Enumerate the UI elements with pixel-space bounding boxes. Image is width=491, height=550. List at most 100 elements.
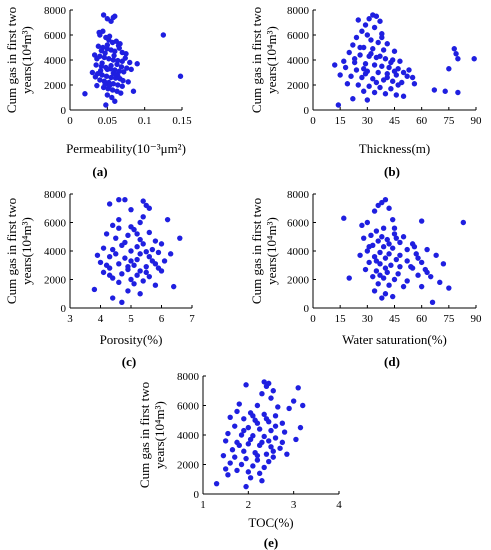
scatter-point <box>397 239 403 246</box>
scatter-point <box>158 241 165 247</box>
scatter-point <box>127 59 133 66</box>
scatter-point <box>100 245 107 251</box>
scatter-point <box>99 72 105 78</box>
scatter-point <box>424 269 430 276</box>
scatter-point <box>408 263 414 270</box>
y-axis-label: Cum gas in first twoyears(10⁴m³) <box>4 7 34 113</box>
scatter-point <box>368 51 374 57</box>
scatter-point <box>455 89 461 96</box>
scatter-point <box>250 413 256 419</box>
scatter-point <box>379 34 385 41</box>
x-tick-label: 90 <box>471 115 483 127</box>
scatter-point <box>384 41 390 47</box>
scatter-point <box>370 273 376 280</box>
x-tick-label: 0.05 <box>98 115 118 127</box>
scatter-point <box>104 66 111 73</box>
scatter-point <box>143 249 149 255</box>
scatter-point <box>406 67 412 73</box>
scatter-point <box>362 266 369 273</box>
scatter-point <box>335 102 342 108</box>
scatter-point <box>122 255 128 261</box>
scatter-point <box>371 288 378 294</box>
x-tick-label: 90 <box>471 313 483 325</box>
scatter-point <box>245 469 252 475</box>
scatter-point <box>379 295 385 301</box>
scatter-point <box>357 252 363 258</box>
scatter-point <box>366 16 372 22</box>
scatter-point <box>134 272 140 278</box>
scatter-point <box>362 71 369 77</box>
scatter-point <box>266 438 272 444</box>
scatter-point <box>442 88 448 94</box>
scatter-point <box>270 454 276 460</box>
x-tick-label: 15 <box>335 313 347 325</box>
scatter-point <box>111 52 117 59</box>
scatter-point <box>297 424 304 431</box>
y-axis-label-line1: Cum gas in first two <box>137 382 152 488</box>
x-tick-label: 30 <box>362 313 374 325</box>
scatter-point <box>254 420 261 426</box>
scatter-point <box>116 261 122 267</box>
y-tick-label: 2000 <box>44 275 67 287</box>
y-tick-label: 8000 <box>44 189 67 201</box>
panel-label: (d) <box>384 354 400 369</box>
scatter-point <box>95 43 102 49</box>
scatter-point <box>146 273 152 280</box>
scatter-point <box>389 216 396 223</box>
scatter-point <box>229 447 236 453</box>
scatter-point <box>232 423 238 429</box>
scatter-point <box>366 259 372 266</box>
y-axis-label-line1: Cum gas in first two <box>249 198 264 304</box>
scatter-point <box>346 49 352 56</box>
scatter-point <box>110 246 116 253</box>
y-tick-label: 6000 <box>44 218 67 230</box>
scatter-point <box>250 463 256 469</box>
y-tick-label: 8000 <box>177 371 200 383</box>
scatter-point <box>106 272 113 278</box>
scatter-point <box>115 82 121 88</box>
scatter-point <box>96 29 102 36</box>
x-tick-label: 60 <box>416 313 428 325</box>
scatter-point <box>263 383 270 390</box>
scatter-point <box>259 439 265 446</box>
scatter-point <box>256 470 263 477</box>
scatter-point <box>128 258 134 264</box>
y-axis-label-line2: years(10⁴m³) <box>152 401 167 469</box>
scatter-point <box>361 66 367 72</box>
y-tick-label: 8000 <box>287 5 310 17</box>
scatter-point <box>380 275 387 281</box>
scatter-point <box>429 299 436 305</box>
scatter-point <box>389 245 396 251</box>
y-tick-label: 0 <box>61 303 67 315</box>
x-tick-label: 45 <box>389 313 401 325</box>
panel-label: (c) <box>122 354 136 369</box>
scatter-point <box>134 231 140 237</box>
scatter-point <box>119 299 125 305</box>
y-tick-label: 2000 <box>287 80 310 92</box>
scatter-point <box>272 435 279 441</box>
scatter-point <box>245 441 252 447</box>
scatter-panel-4: 0 2000 4000 6000 8000 0 15 30 45 60 75 90 Water satu… <box>249 189 482 369</box>
scatter-point <box>152 238 159 244</box>
scatter-point <box>397 252 403 258</box>
y-tick-label: 4000 <box>44 55 67 67</box>
scatter-point <box>286 405 292 412</box>
y-tick-label: 6000 <box>44 30 67 42</box>
scatter-point <box>238 432 245 438</box>
scatter-point <box>220 452 227 459</box>
scatter-point <box>227 460 233 466</box>
scatter-point <box>103 262 110 268</box>
scatter-point <box>344 81 351 87</box>
scatter-point <box>415 272 421 278</box>
scatter-point <box>116 68 122 74</box>
scatter-point <box>102 50 108 56</box>
scatter-point <box>113 235 119 241</box>
scatter-point <box>100 269 107 276</box>
x-tick-label: 75 <box>443 313 455 325</box>
scatter-point <box>460 219 467 226</box>
scatter-point <box>379 199 385 206</box>
scatter-point <box>225 430 231 437</box>
scatter-point <box>379 63 385 69</box>
scatter-point <box>261 411 267 418</box>
y-axis-label-line2: years(10⁴m³) <box>19 217 34 285</box>
